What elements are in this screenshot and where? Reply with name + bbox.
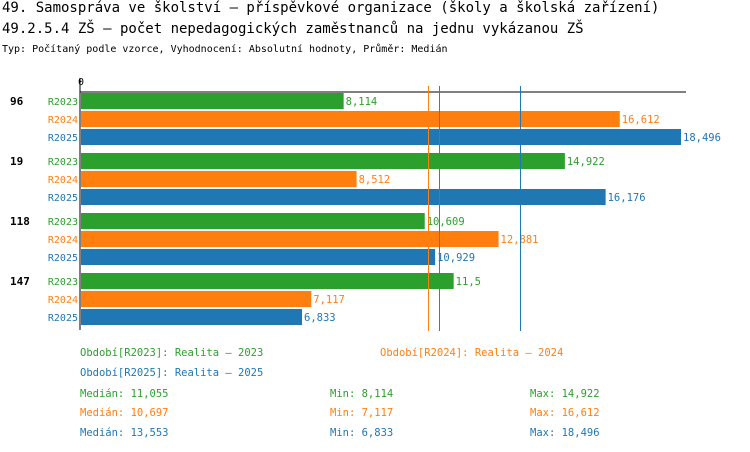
- stat-min-r2025: Min: 6,833: [330, 427, 394, 439]
- x-axis-origin-label: 0: [78, 77, 84, 88]
- bar: [81, 111, 620, 127]
- value-label: 11,5: [456, 276, 481, 288]
- value-label: 10,609: [427, 216, 465, 228]
- series-label: R2023: [48, 217, 78, 228]
- value-label: 10,929: [437, 252, 475, 264]
- series-label: R2025: [48, 253, 78, 264]
- group-label: 118: [10, 215, 30, 228]
- series-label: R2025: [48, 133, 78, 144]
- group-label: 147: [10, 275, 30, 288]
- series-label: R2023: [48, 157, 78, 168]
- bar: [81, 171, 357, 187]
- legend-r2023: Období[R2023]: Realita – 2023: [80, 347, 264, 359]
- bar: [81, 213, 425, 229]
- series-label: R2024: [48, 295, 78, 306]
- bar: [81, 273, 454, 289]
- group-label: 19: [10, 155, 23, 168]
- value-label: 14,922: [567, 156, 605, 168]
- stat-min-r2023: Min: 8,114: [330, 388, 394, 400]
- chart-subtitle-indicator: 49.2.5.4 ZŠ – počet nepedagogických zamě…: [2, 21, 584, 37]
- bar: [81, 189, 606, 205]
- value-label: 16,176: [608, 192, 646, 204]
- chart-title: 49. Samospráva ve školství – příspěvkové…: [2, 0, 660, 16]
- bar: [81, 129, 681, 145]
- legend-r2025: Období[R2025]: Realita – 2025: [80, 367, 264, 379]
- series-label: R2025: [48, 193, 78, 204]
- value-label: 16,612: [622, 114, 660, 126]
- series-label: R2025: [48, 313, 78, 324]
- group-label: 96: [10, 95, 24, 108]
- value-label: 12,881: [501, 234, 539, 246]
- series-label: R2024: [48, 175, 78, 186]
- stat-median-r2025: Medián: 13,553: [80, 427, 169, 439]
- stat-median-r2023: Medián: 11,055: [80, 388, 169, 400]
- stat-max-r2025: Max: 18,496: [530, 427, 600, 439]
- legend-r2024: Období[R2024]: Realita – 2024: [380, 347, 564, 359]
- stat-min-r2024: Min: 7,117: [330, 407, 394, 419]
- bar: [81, 231, 499, 247]
- bar: [81, 153, 565, 169]
- series-label: R2024: [48, 115, 78, 126]
- value-label: 6,833: [304, 312, 336, 324]
- value-label: 8,512: [359, 174, 391, 186]
- stat-max-r2023: Max: 14,922: [530, 388, 600, 400]
- stat-max-r2024: Max: 16,612: [530, 407, 600, 419]
- series-label: R2023: [48, 97, 78, 108]
- bar: [81, 309, 303, 325]
- chart-type-description: Typ: Počítaný podle vzorce, Vyhodnocení:…: [2, 44, 448, 55]
- series-label: R2023: [48, 277, 78, 288]
- value-label: 8,114: [346, 96, 378, 108]
- bar: [81, 93, 344, 109]
- series-label: R2024: [48, 235, 78, 246]
- value-label: 7,117: [313, 294, 345, 306]
- stat-median-r2024: Medián: 10,697: [80, 407, 169, 419]
- bar: [81, 249, 436, 265]
- bar: [81, 291, 312, 307]
- bar-chart: 0 96 R2023 8,114 R2024 16,612 R2025 18,496 19 R20…: [10, 77, 721, 331]
- value-label: 18,496: [683, 132, 721, 144]
